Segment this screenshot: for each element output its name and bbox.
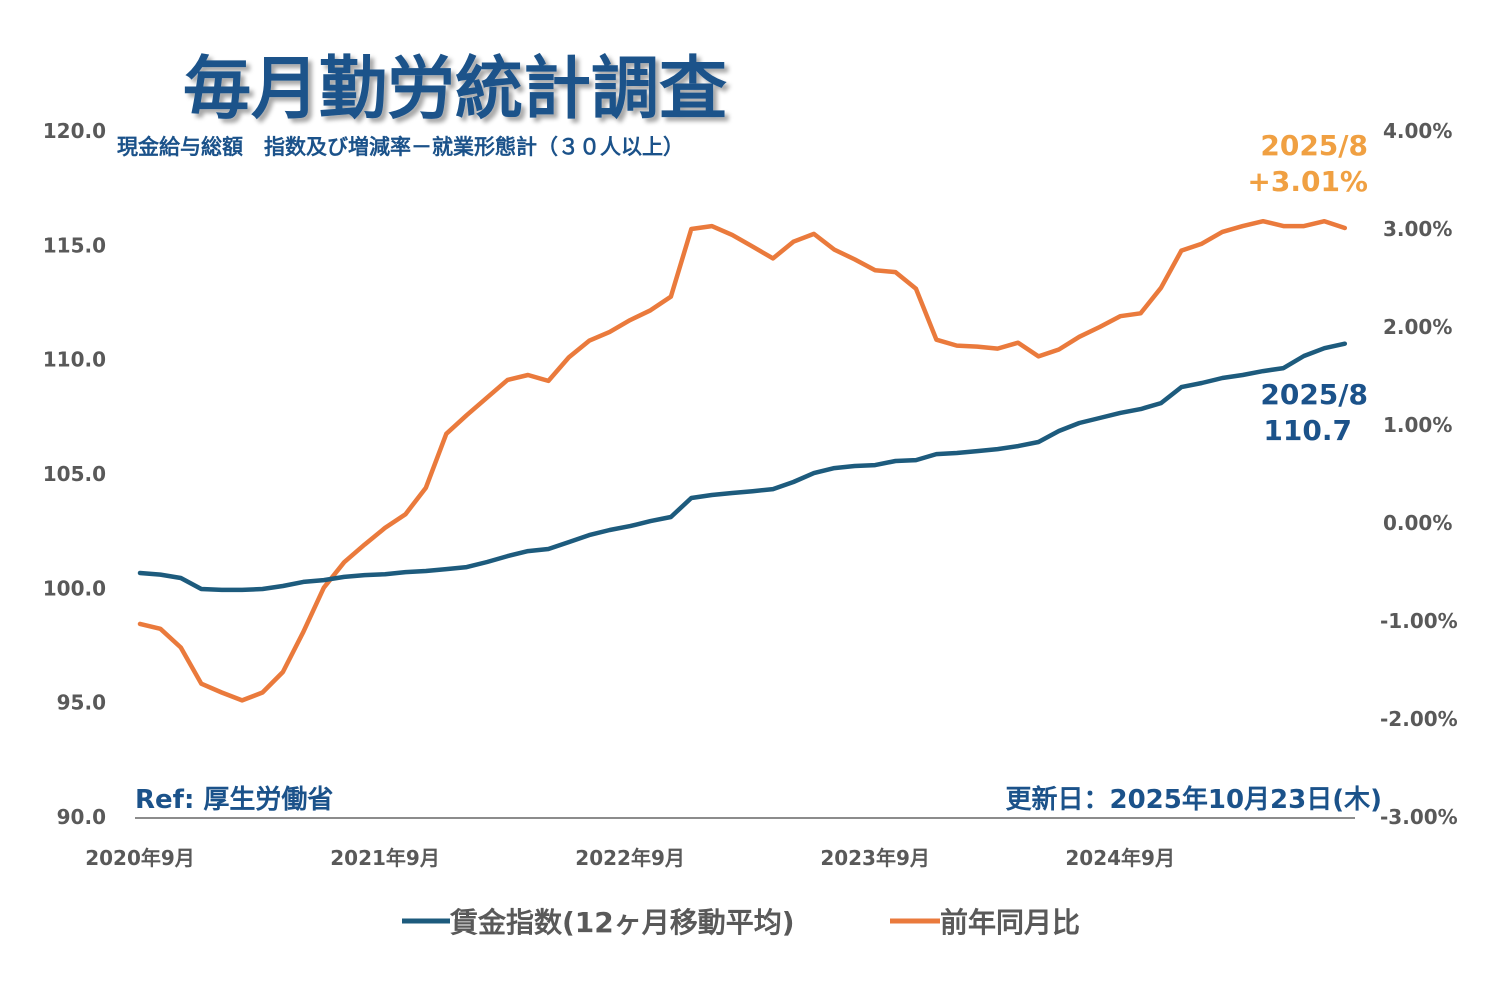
x-tick-label: 2024年9月: [1065, 846, 1175, 870]
x-axis-ticks: 2020年9月 2021年9月 2022年9月 2023年9月 2024年9月: [85, 846, 1175, 870]
left-tick-label: 100.0: [43, 576, 106, 600]
left-tick-label: 105.0: [43, 462, 106, 486]
right-axis-ticks: 4.00% 3.00% 2.00% 1.00% 0.00% -1.00% -2.00% -3.…: [1380, 119, 1458, 829]
legend-label-index: 賃金指数(12ヶ月移動平均): [449, 906, 795, 939]
right-tick-label: 1.00%: [1383, 413, 1452, 437]
x-tick-label: 2022年9月: [575, 846, 685, 870]
chart-subtitle: 現金給与総額 指数及び増減率－就業形態計（３０人以上）: [117, 135, 684, 159]
right-tick-label: 3.00%: [1383, 217, 1452, 241]
updated-note: 更新日：2025年10月23日(木): [1006, 784, 1383, 815]
right-tick-label: 2.00%: [1383, 315, 1452, 339]
index-last-date: 2025/8: [1260, 378, 1368, 411]
right-tick-label: 4.00%: [1383, 119, 1452, 143]
left-tick-label: 120.0: [43, 119, 106, 143]
series-lines: [137, 218, 1348, 703]
right-tick-label: 0.00%: [1383, 511, 1452, 535]
left-tick-label: 90.0: [57, 805, 106, 829]
right-tick-label: -3.00%: [1380, 805, 1458, 829]
left-axis-ticks: 120.0 115.0 110.0 105.0 100.0 95.0 90.0: [43, 119, 106, 829]
series-line-wage-index: [137, 341, 1348, 593]
right-tick-label: -2.00%: [1380, 707, 1458, 731]
index-last-value: 110.7: [1263, 414, 1352, 447]
legend-label-yoy: 前年同月比: [940, 906, 1080, 939]
yoy-last-date: 2025/8: [1260, 129, 1368, 162]
left-tick-label: 110.0: [43, 348, 106, 372]
chart-title: 毎月勤労統計調査: [183, 50, 727, 129]
series-line-yoy-change: [137, 218, 1348, 703]
left-tick-label: 95.0: [57, 691, 106, 715]
left-tick-label: 115.0: [43, 233, 106, 257]
x-tick-label: 2021年9月: [330, 846, 440, 870]
x-tick-label: 2020年9月: [85, 846, 195, 870]
yoy-last-value: +3.01%: [1247, 165, 1368, 198]
ref-note: Ref: 厚生労働省: [135, 785, 333, 815]
legend: 賃金指数(12ヶ月移動平均) 前年同月比: [402, 906, 1080, 939]
right-tick-label: -1.00%: [1380, 609, 1458, 633]
x-tick-label: 2023年9月: [820, 846, 930, 870]
